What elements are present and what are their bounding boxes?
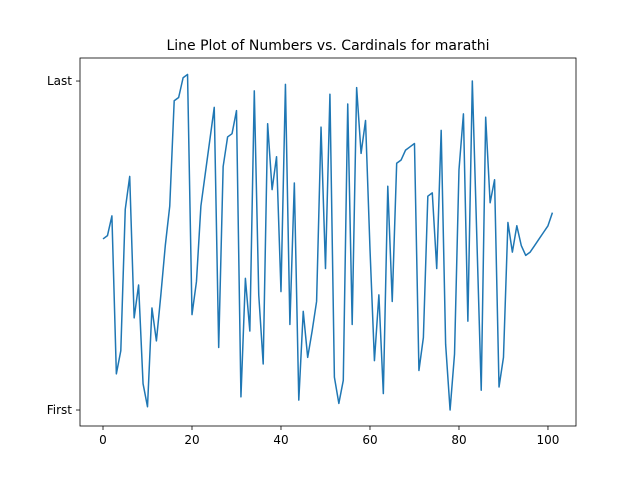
- x-tick-label: 20: [184, 433, 199, 447]
- x-tick-label: 0: [99, 433, 107, 447]
- chart-title: Line Plot of Numbers vs. Cardinals for m…: [166, 38, 489, 54]
- x-tick-label: 80: [451, 433, 466, 447]
- x-tick-label: 40: [273, 433, 288, 447]
- y-tick-label: First: [47, 403, 73, 417]
- x-tick-label: 100: [537, 433, 560, 447]
- plot-frame: [79, 57, 577, 427]
- y-tick-label: Last: [47, 74, 72, 88]
- data-line: [102, 73, 554, 411]
- x-tick-label: 60: [362, 433, 377, 447]
